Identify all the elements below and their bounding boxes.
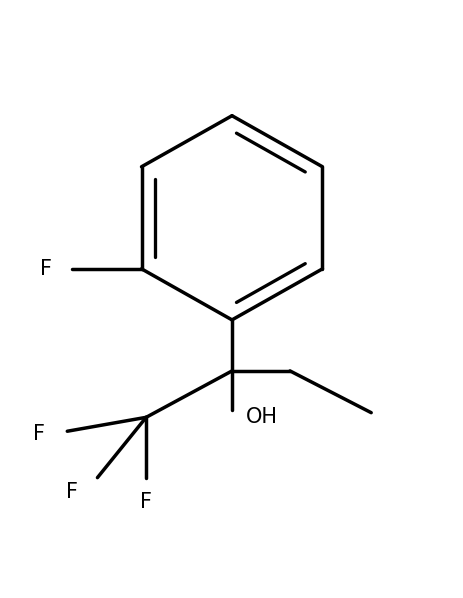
Text: OH: OH (246, 407, 277, 428)
Text: F: F (40, 259, 52, 279)
Text: F: F (140, 492, 152, 512)
Text: F: F (66, 481, 78, 502)
Text: F: F (33, 423, 45, 444)
